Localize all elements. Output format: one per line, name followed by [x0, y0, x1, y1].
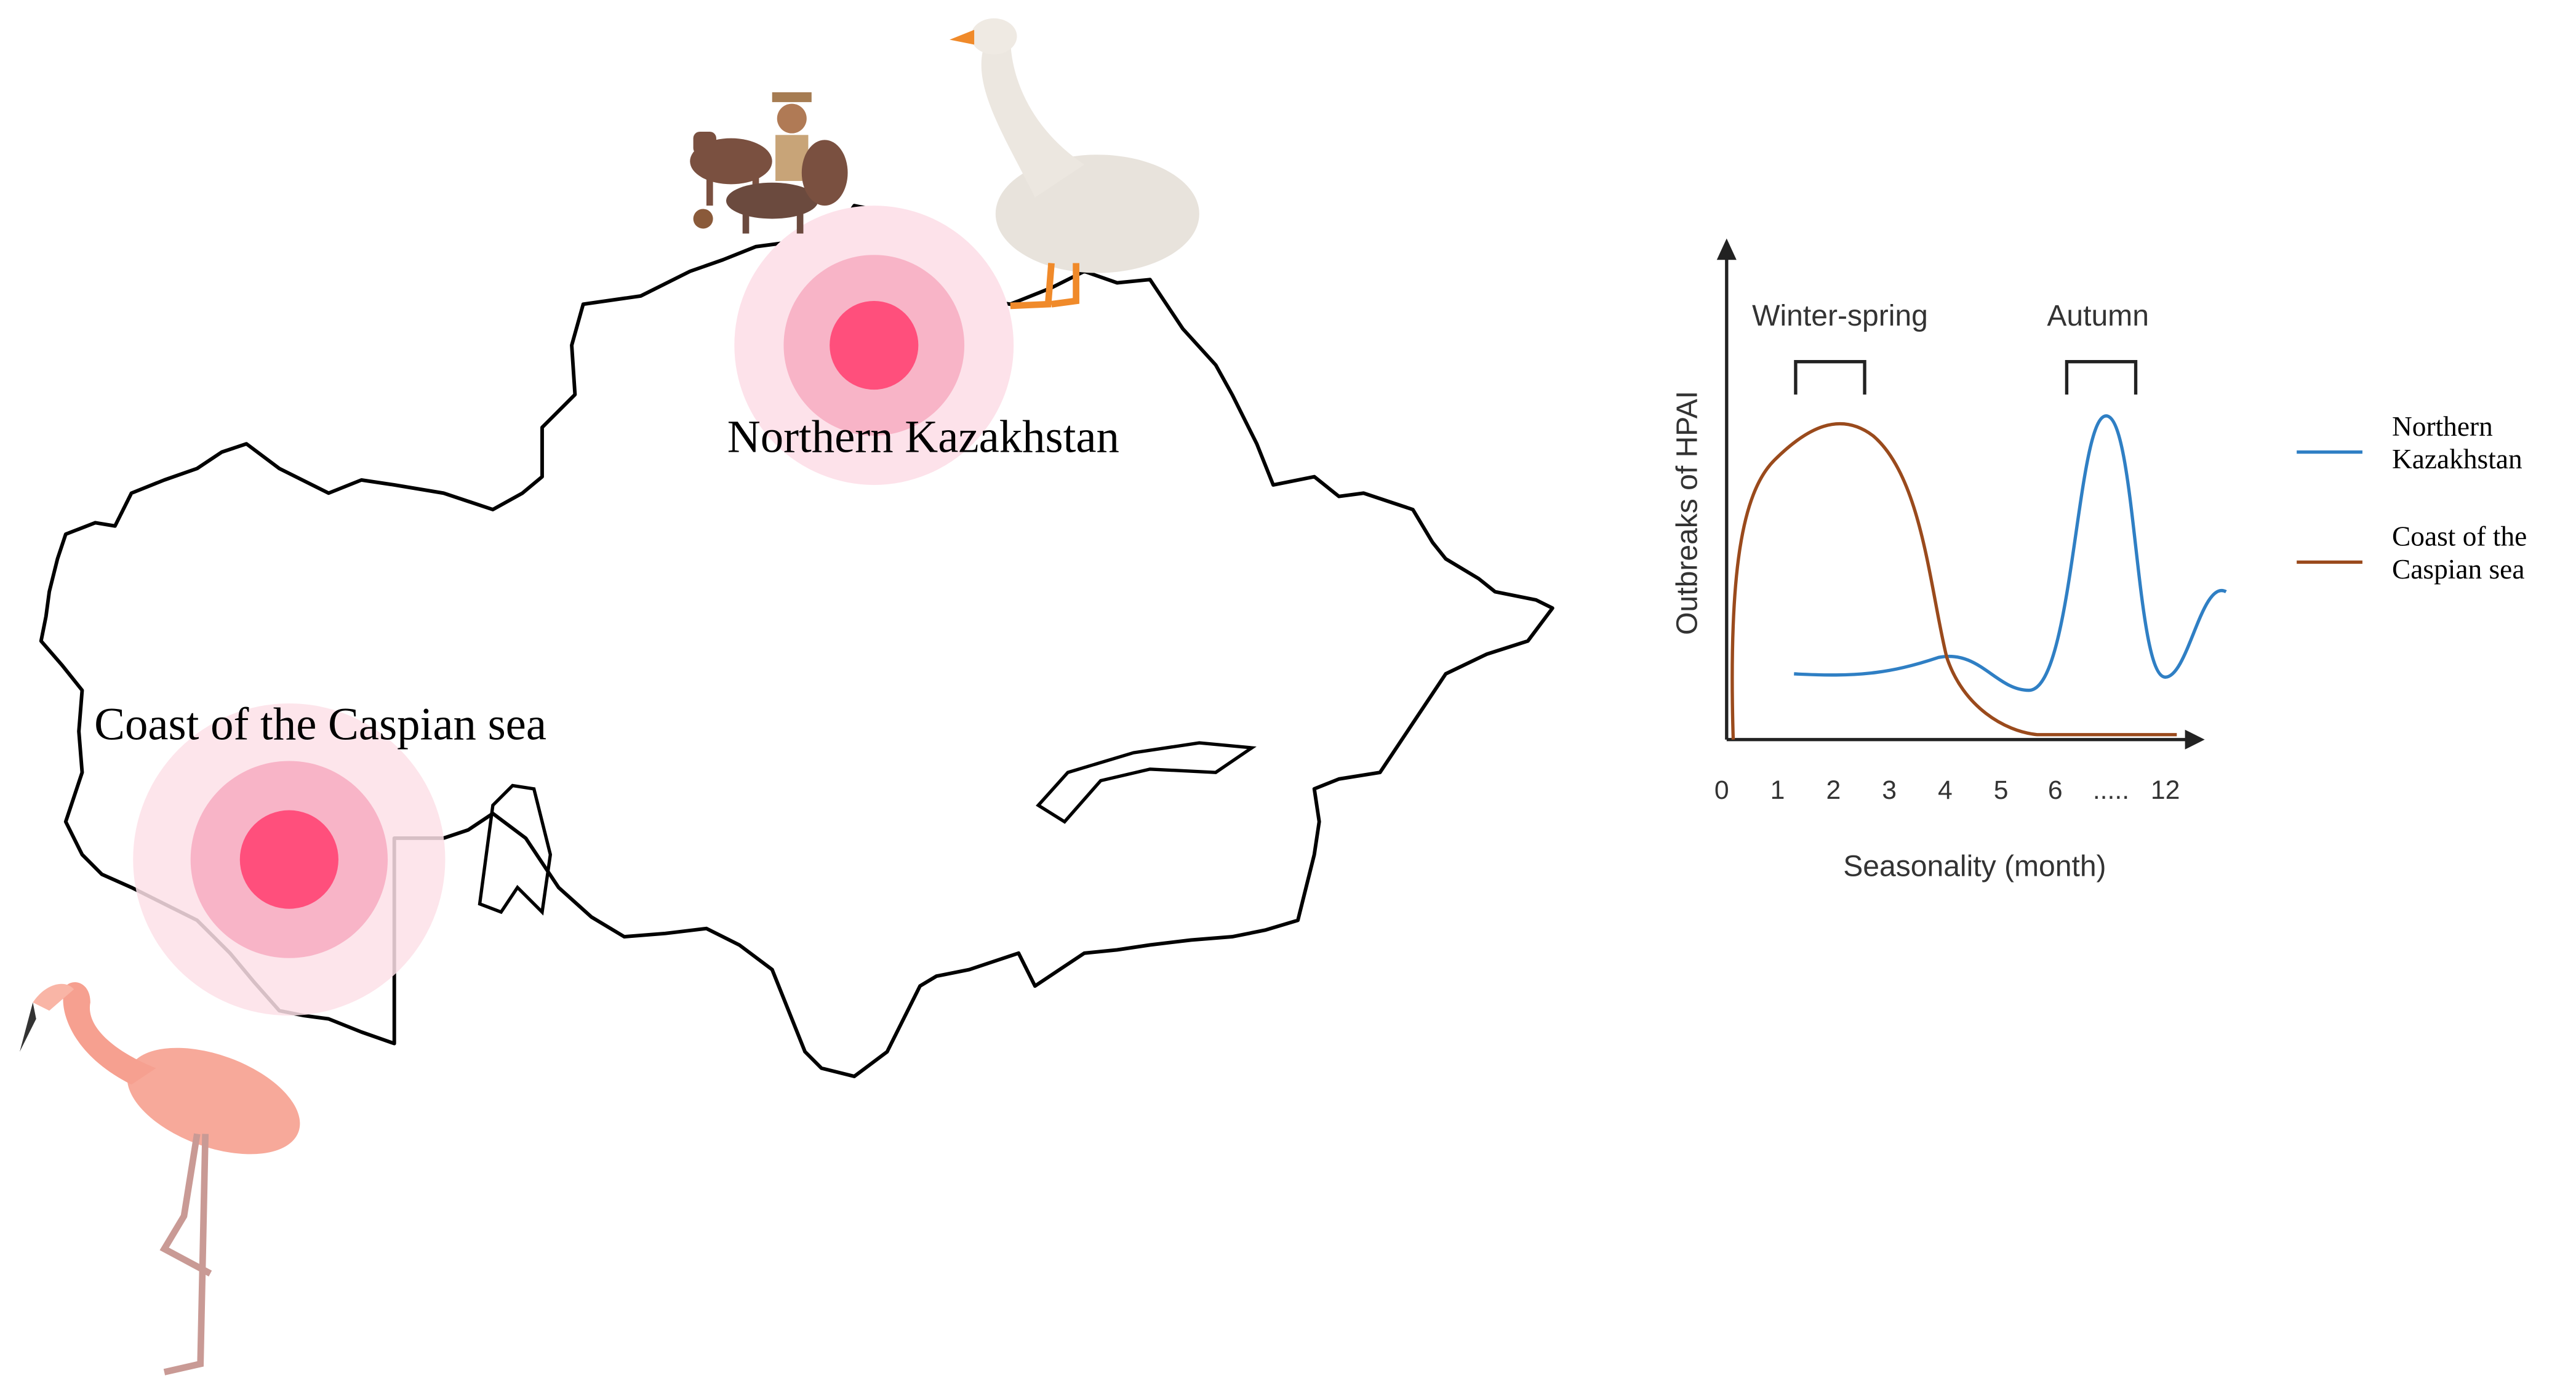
x-tick-label: 6: [2048, 775, 2063, 805]
lake-balkhash: [1036, 741, 1257, 824]
flamingo-icon: [20, 982, 300, 1375]
region-label: Coast of the Caspian sea: [94, 699, 546, 750]
curve-caspian: [1730, 422, 2177, 740]
aral-sea: [478, 783, 553, 916]
period-bracket: [1794, 360, 1866, 395]
region-label: Northern Kazakhstan: [727, 412, 1119, 463]
legend-line: Northern: [2392, 411, 2493, 442]
country-outline: [39, 204, 1554, 1078]
x-axis-label: Seasonality (month): [1843, 850, 2106, 883]
legend-line: Kazakhstan: [2392, 444, 2522, 474]
hotspot-north: [734, 206, 1014, 485]
x-tick-label: 0: [1714, 775, 1729, 805]
legend-line: Coast of the: [2392, 521, 2527, 552]
livestock-icon: [690, 92, 848, 234]
x-tick-label: 4: [1938, 775, 1953, 805]
curve-northern: [1794, 414, 2227, 692]
period-bracket: [2065, 360, 2138, 395]
hotspot-caspian: [133, 703, 446, 1016]
seasonality-chart: Winter-spring Autumn Outbreaks of HPAI S…: [1671, 238, 2527, 883]
legend-label: Northern Kazakhstan: [2392, 411, 2522, 474]
axis-arrow: [1716, 238, 1737, 260]
x-tick-label: 3: [1882, 775, 1897, 805]
x-tick-label: .....: [2093, 775, 2129, 805]
x-tick-label: 5: [1994, 775, 2009, 805]
axis-arrow: [2185, 729, 2205, 750]
x-tick-label: 1: [1770, 775, 1785, 805]
legend-label: Coast of the Caspian sea: [2392, 521, 2527, 585]
goose-icon: [950, 18, 1199, 310]
y-axis-label: Outbreaks of HPAI: [1671, 391, 1704, 635]
x-tick-label: 2: [1826, 775, 1841, 805]
period-label: Winter-spring: [1752, 300, 1928, 332]
x-tick-label: 12: [2151, 775, 2180, 805]
period-label: Autumn: [2047, 300, 2149, 332]
legend-line: Caspian sea: [2392, 554, 2524, 585]
